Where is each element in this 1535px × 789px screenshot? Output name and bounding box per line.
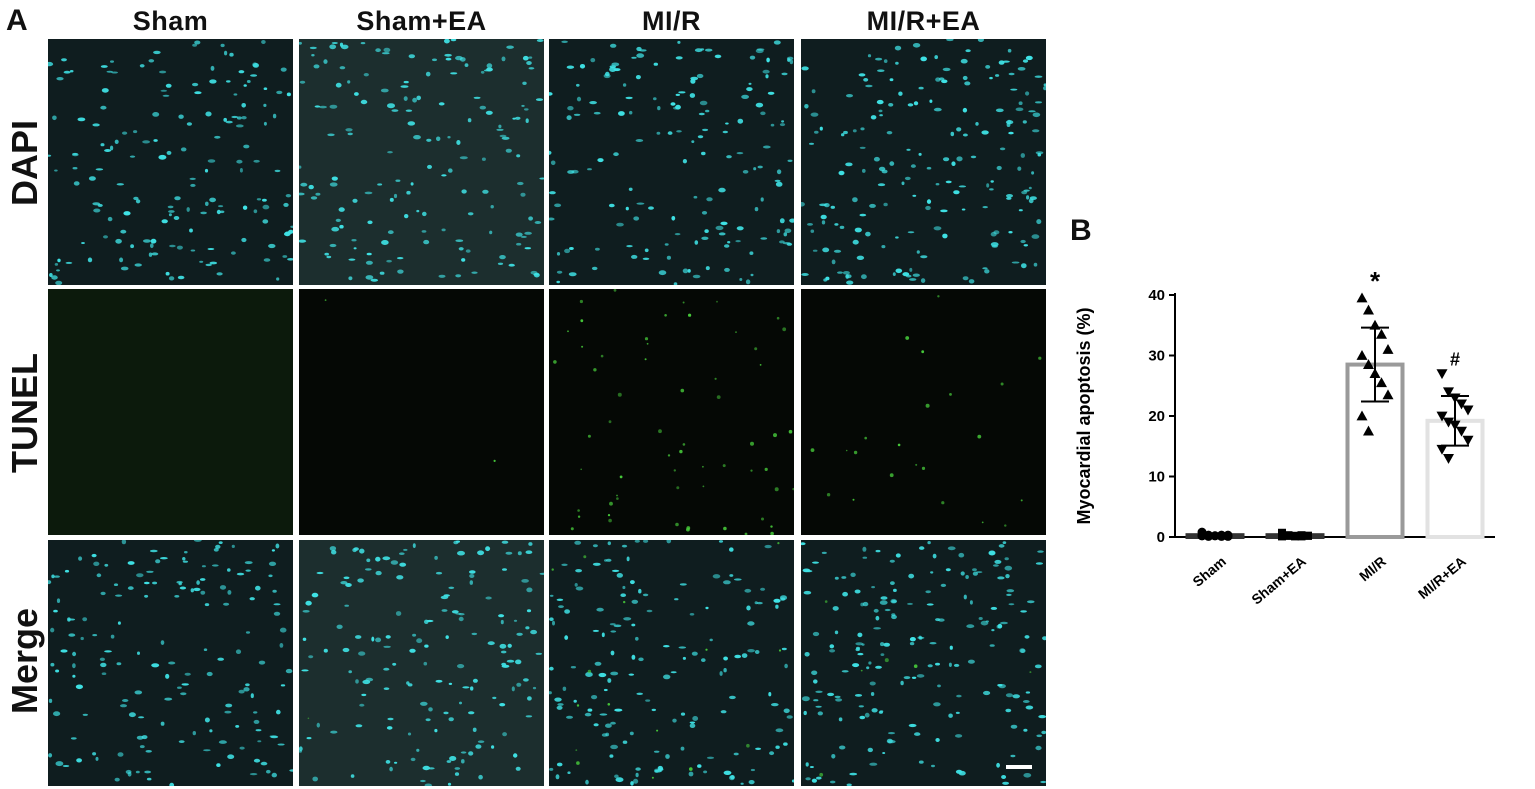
data-point xyxy=(1363,304,1374,315)
data-point xyxy=(1443,387,1454,398)
data-point xyxy=(1356,350,1368,360)
y-axis-label: Myocardial apoptosis (%) xyxy=(1074,307,1094,524)
micrograph-merge-1 xyxy=(48,540,293,786)
row-label-tunel: TUNEL xyxy=(4,353,45,473)
micrograph-merge-4 xyxy=(801,540,1046,786)
micrograph-tunel-1 xyxy=(48,289,293,535)
data-point xyxy=(1369,319,1381,330)
data-point xyxy=(1223,530,1233,540)
data-point xyxy=(1363,425,1374,436)
data-point xyxy=(1382,343,1394,354)
x-tick-label: MI/R xyxy=(1356,553,1389,584)
data-point xyxy=(1462,435,1474,446)
significance-mark: # xyxy=(1450,350,1460,370)
data-point xyxy=(1356,410,1368,421)
data-point xyxy=(1449,393,1461,404)
column-label-sham: Sham xyxy=(132,6,209,36)
data-point xyxy=(1376,328,1387,339)
data-point xyxy=(1197,531,1207,541)
y-tick-label: 0 xyxy=(1157,529,1165,546)
row-label-merge: Merge xyxy=(4,607,45,715)
panel-letter-b: B xyxy=(1070,214,1092,247)
micrograph-tunel-3 xyxy=(549,289,794,535)
data-point xyxy=(1456,399,1467,410)
data-point xyxy=(1284,531,1293,540)
y-tick-label: 30 xyxy=(1148,348,1165,365)
data-point xyxy=(1382,389,1394,400)
scale-bar xyxy=(1006,765,1032,769)
apoptosis-bar-chart: 0 10 20 30 40 Myocardial apoptosis (%) Sham Sha… xyxy=(1074,270,1495,608)
data-point xyxy=(1456,426,1467,437)
data-point xyxy=(1304,531,1312,540)
significance-mark: * xyxy=(1370,270,1381,296)
y-tick-label: 20 xyxy=(1148,408,1165,425)
y-tick-label: 10 xyxy=(1148,469,1165,486)
data-point xyxy=(1210,531,1220,541)
panel-letter-a: A xyxy=(6,4,28,37)
data-point xyxy=(1297,532,1306,541)
data-point xyxy=(1436,369,1448,380)
y-tick-label: 40 xyxy=(1148,287,1165,304)
row-label-dapi: DAPI xyxy=(4,120,45,207)
column-label-mir-ea: MI/R+EA xyxy=(866,6,981,36)
micrograph-dapi-1 xyxy=(48,39,293,285)
data-point xyxy=(1436,444,1448,455)
x-tick-label: Sham xyxy=(1189,553,1228,590)
data-point xyxy=(1376,377,1387,388)
data-point xyxy=(1369,368,1381,379)
micrograph-tunel-4 xyxy=(801,289,1046,535)
data-point xyxy=(1436,411,1448,422)
micrograph-merge-2 xyxy=(299,540,544,786)
x-tick-label: Sham+EA xyxy=(1248,553,1309,608)
data-point xyxy=(1356,292,1368,303)
data-point xyxy=(1291,531,1299,540)
column-label-mir: MI/R xyxy=(642,6,701,36)
column-label-sham-ea: Sham+EA xyxy=(356,6,487,36)
data-point xyxy=(1204,531,1213,541)
data-point xyxy=(1363,359,1374,369)
data-point xyxy=(1443,417,1454,428)
data-point xyxy=(1278,531,1286,540)
micrograph-dapi-3 xyxy=(549,39,794,285)
data-point xyxy=(1443,453,1454,464)
x-tick-label: MI/R+EA xyxy=(1415,553,1469,602)
data-point xyxy=(1449,420,1461,431)
micrograph-merge-3 xyxy=(549,540,794,786)
micrograph-dapi-4 xyxy=(801,39,1046,285)
data-point xyxy=(1462,405,1474,416)
micrograph-dapi-2 xyxy=(299,39,544,285)
micrograph-tunel-2 xyxy=(299,289,544,535)
